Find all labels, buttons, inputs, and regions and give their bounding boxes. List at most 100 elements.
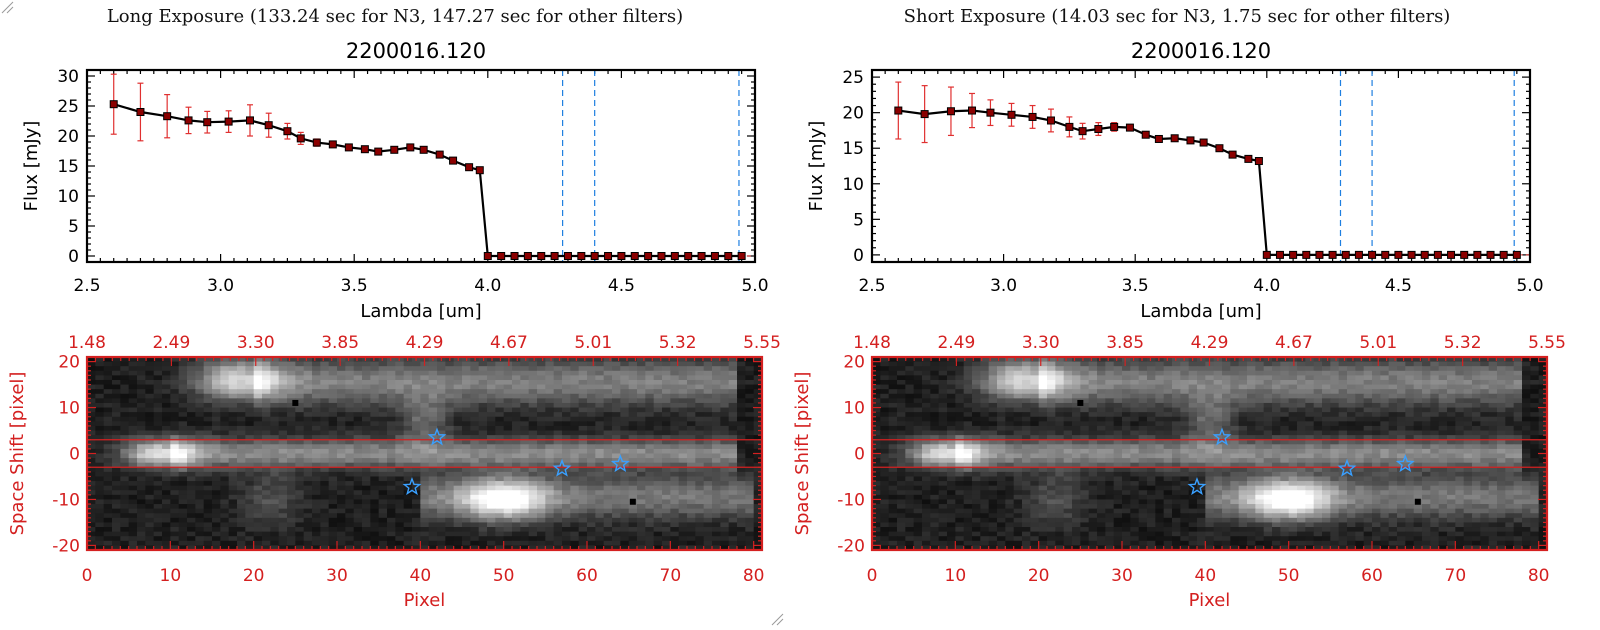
image-pixel <box>478 531 488 537</box>
image-pixel <box>403 499 413 505</box>
image-pixel <box>462 384 471 390</box>
image-pixel <box>437 540 446 547</box>
image-pixel <box>520 398 530 404</box>
image-pixel <box>645 389 655 395</box>
image-pixel <box>587 366 596 372</box>
image-pixel <box>703 540 713 547</box>
image-pixel <box>170 357 180 363</box>
image-pixel <box>703 499 713 505</box>
image-pixel <box>938 389 948 395</box>
image-pixel <box>262 407 271 413</box>
data-point <box>1046 116 1055 125</box>
image-pixel <box>378 435 388 441</box>
image-pixel <box>403 412 413 418</box>
image-pixel <box>228 513 238 519</box>
image-pixel <box>620 366 630 372</box>
image-pixel <box>487 412 496 418</box>
image-pixel <box>1488 379 1498 386</box>
image-pixel <box>212 522 221 528</box>
image-pixel <box>462 421 471 427</box>
image-pixel <box>662 545 671 551</box>
image-pixel <box>1338 379 1348 386</box>
image-pixel <box>1297 375 1306 381</box>
image-pixel <box>670 453 680 459</box>
image-pixel <box>253 370 263 376</box>
image-pixel <box>303 439 313 445</box>
data-point <box>1328 250 1337 259</box>
image-pixel <box>495 494 505 501</box>
image-pixel <box>370 402 380 409</box>
image-pixel <box>570 407 580 413</box>
image-pixel <box>153 471 163 478</box>
image-pixel <box>137 402 146 409</box>
image-pixel <box>720 485 730 491</box>
image-pixel <box>1097 361 1106 367</box>
image-pixel <box>587 504 596 510</box>
image-pixel <box>270 504 280 510</box>
image-pixel <box>753 458 763 464</box>
image-pixel <box>328 458 338 464</box>
image-pixel <box>578 389 588 395</box>
image-pixel <box>1397 357 1406 363</box>
image-pixel <box>1013 357 1023 363</box>
image-pixel <box>187 522 196 528</box>
image-pixel <box>345 504 355 510</box>
image-pixel <box>378 357 388 363</box>
image-pixel <box>562 398 571 404</box>
image-pixel <box>728 425 738 432</box>
image-pixel <box>237 522 246 528</box>
image-pixel <box>703 508 713 514</box>
data-point <box>1394 250 1403 259</box>
image-pixel <box>237 531 246 537</box>
image-pixel <box>905 389 915 395</box>
image-pixel <box>1347 361 1356 367</box>
image-pixel <box>462 379 471 386</box>
image-pixel <box>437 407 446 413</box>
image-pixel <box>420 435 430 441</box>
image-pixel <box>95 379 105 386</box>
image-pixel <box>972 384 981 390</box>
image-pixel <box>1363 375 1373 381</box>
image-pixel <box>678 527 688 533</box>
image-pixel <box>378 508 388 514</box>
image-pixel <box>128 517 138 524</box>
image-pixel <box>537 416 546 422</box>
image-pixel <box>1188 393 1198 399</box>
image-pixel <box>162 462 171 468</box>
image-pixel <box>395 517 405 524</box>
image-pixel <box>628 412 638 418</box>
image-pixel <box>270 448 280 455</box>
image-pixel <box>220 398 230 404</box>
image-pixel <box>103 393 113 399</box>
image-pixel <box>328 499 338 505</box>
image-pixel <box>1363 393 1373 399</box>
image-pixel <box>1538 384 1548 390</box>
image-pixel <box>587 494 596 501</box>
image-pixel <box>378 370 388 376</box>
image-pixel <box>462 536 471 542</box>
image-pixel <box>387 490 396 496</box>
image-pixel <box>1313 375 1323 381</box>
image-pixel <box>695 448 705 455</box>
image-pixel <box>428 508 438 514</box>
data-point <box>1275 250 1284 259</box>
image-pixel <box>1197 366 1206 372</box>
image-pixel <box>872 379 881 386</box>
image-pixel <box>595 389 605 395</box>
data-point <box>1078 127 1087 136</box>
image-pixel <box>1522 384 1531 390</box>
image-pixel <box>478 458 488 464</box>
image-pixel <box>403 467 413 473</box>
image-pixel <box>237 504 246 510</box>
image-pixel <box>562 485 571 491</box>
image-pixel <box>387 416 396 422</box>
image-pixel <box>1247 366 1256 372</box>
image-pixel <box>495 402 505 409</box>
image-pixel <box>403 453 413 459</box>
image-pixel <box>678 412 688 418</box>
x-tick-label: 4.0 <box>1253 276 1280 296</box>
image-pixel <box>120 490 130 496</box>
image-pixel <box>553 421 563 427</box>
image-pixel <box>520 494 530 501</box>
image-pixel <box>570 453 580 459</box>
